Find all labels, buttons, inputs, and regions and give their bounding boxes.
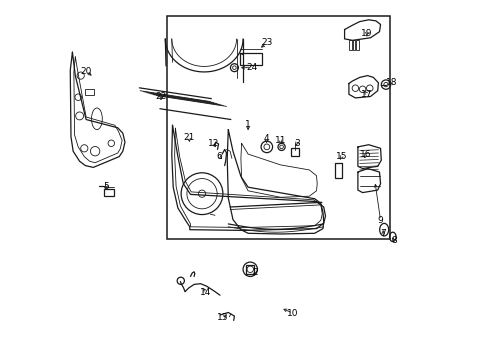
- Text: 1: 1: [244, 120, 250, 129]
- Text: 11: 11: [274, 136, 285, 145]
- Bar: [246, 265, 254, 274]
- Bar: [85, 89, 94, 95]
- Text: 21: 21: [183, 133, 194, 142]
- Bar: [348, 40, 351, 50]
- Bar: [104, 189, 114, 196]
- Bar: [355, 40, 358, 50]
- Text: 4: 4: [263, 134, 268, 143]
- Text: 22: 22: [155, 92, 166, 101]
- Text: 23: 23: [261, 38, 272, 47]
- Text: 14: 14: [200, 288, 211, 297]
- Text: 15: 15: [335, 152, 347, 161]
- Text: 12: 12: [208, 139, 219, 148]
- Text: 6: 6: [216, 152, 222, 161]
- Text: 7: 7: [380, 230, 385, 239]
- Text: 18: 18: [386, 77, 397, 86]
- Bar: [167, 16, 389, 239]
- Text: 5: 5: [103, 182, 108, 191]
- Text: 17: 17: [361, 90, 372, 99]
- Text: 19: 19: [361, 29, 372, 37]
- Text: 24: 24: [245, 63, 257, 72]
- Text: 10: 10: [287, 309, 298, 318]
- Bar: [240, 53, 261, 65]
- Bar: [352, 40, 355, 50]
- Text: 9: 9: [377, 216, 383, 225]
- Text: 13: 13: [217, 313, 228, 322]
- Bar: [291, 148, 299, 156]
- Text: 3: 3: [293, 139, 299, 148]
- Bar: [335, 163, 342, 178]
- Text: 20: 20: [80, 67, 92, 76]
- Text: 2: 2: [252, 269, 258, 277]
- Text: 8: 8: [390, 236, 396, 245]
- Text: 16: 16: [360, 150, 371, 159]
